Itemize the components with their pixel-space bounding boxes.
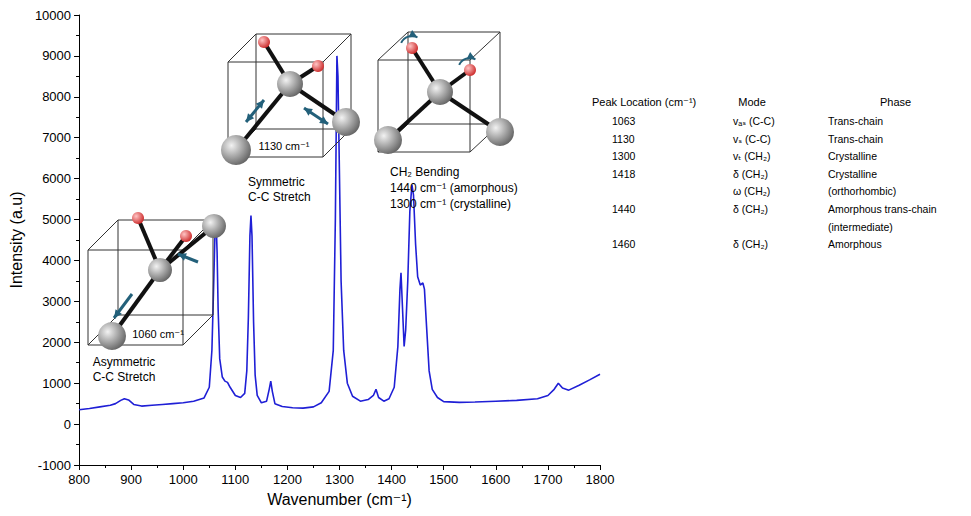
svg-text:9000: 9000	[42, 48, 71, 63]
svg-text:1300 cm⁻¹ (crystalline): 1300 cm⁻¹ (crystalline)	[390, 197, 511, 211]
svg-text:1300: 1300	[325, 472, 354, 487]
svg-text:1200: 1200	[273, 472, 302, 487]
svg-text:4000: 4000	[42, 253, 71, 268]
svg-text:1130 cm⁻¹: 1130 cm⁻¹	[259, 140, 310, 152]
svg-text:δ (CH₂): δ (CH₂)	[733, 238, 768, 250]
svg-text:C-C Stretch: C-C Stretch	[93, 370, 156, 384]
svg-text:vₐₛ (C-C): vₐₛ (C-C)	[733, 115, 775, 127]
svg-text:6000: 6000	[42, 171, 71, 186]
svg-text:1300: 1300	[612, 150, 636, 162]
svg-text:1800: 1800	[586, 472, 615, 487]
svg-text:1060 cm⁻¹: 1060 cm⁻¹	[132, 328, 184, 340]
svg-text:CH₂ Bending: CH₂ Bending	[390, 165, 459, 179]
svg-text:C-C Stretch: C-C Stretch	[248, 190, 311, 204]
svg-text:δ (CH₂): δ (CH₂)	[733, 168, 768, 180]
svg-text:Trans-chain: Trans-chain	[828, 115, 883, 127]
svg-text:1000: 1000	[42, 376, 71, 391]
svg-text:Amorphous: Amorphous	[828, 238, 882, 250]
svg-text:Amorphous trans-chain: Amorphous trans-chain	[828, 203, 937, 215]
svg-text:1100: 1100	[221, 472, 249, 487]
svg-text:1000: 1000	[169, 472, 198, 487]
svg-text:5000: 5000	[42, 212, 71, 227]
svg-text:δ (CH₂): δ (CH₂)	[733, 203, 768, 215]
svg-text:2000: 2000	[42, 335, 71, 350]
svg-text:ω (CH₂): ω (CH₂)	[733, 185, 770, 197]
svg-text:Intensity (a.u): Intensity (a.u)	[8, 192, 25, 289]
svg-text:7000: 7000	[42, 130, 71, 145]
svg-text:Asymmetric: Asymmetric	[93, 355, 156, 369]
svg-text:Crystalline: Crystalline	[828, 168, 877, 180]
svg-text:vₛ (C-C): vₛ (C-C)	[733, 133, 771, 145]
svg-text:1440 cm⁻¹ (amorphous): 1440 cm⁻¹ (amorphous)	[390, 181, 518, 195]
svg-text:Peak Location (cm⁻¹): Peak Location (cm⁻¹)	[592, 96, 696, 108]
svg-text:(intermediate): (intermediate)	[828, 221, 893, 233]
svg-text:10000: 10000	[35, 8, 71, 23]
svg-text:3000: 3000	[42, 294, 71, 309]
svg-text:0: 0	[64, 417, 71, 432]
svg-text:1418: 1418	[612, 168, 636, 180]
svg-text:Symmetric: Symmetric	[248, 175, 305, 189]
svg-text:vₜ (CH₂): vₜ (CH₂)	[733, 150, 771, 162]
svg-text:1400: 1400	[377, 472, 406, 487]
svg-text:Trans-chain: Trans-chain	[828, 133, 883, 145]
svg-text:1130: 1130	[612, 133, 635, 145]
svg-text:Crystalline: Crystalline	[828, 150, 877, 162]
svg-text:800: 800	[68, 472, 90, 487]
svg-text:1600: 1600	[481, 472, 510, 487]
svg-text:Wavenumber (cm⁻¹): Wavenumber (cm⁻¹)	[267, 491, 412, 508]
svg-text:-1000: -1000	[38, 458, 71, 473]
svg-text:1063: 1063	[612, 115, 636, 127]
svg-text:900: 900	[120, 472, 142, 487]
svg-text:1460: 1460	[612, 238, 636, 250]
svg-text:1700: 1700	[533, 472, 562, 487]
svg-text:Mode: Mode	[738, 96, 766, 108]
svg-text:1500: 1500	[429, 472, 458, 487]
svg-text:Phase: Phase	[880, 96, 911, 108]
svg-text:1440: 1440	[612, 203, 636, 215]
svg-text:(orthorhombic): (orthorhombic)	[828, 185, 896, 197]
svg-text:8000: 8000	[42, 89, 71, 104]
